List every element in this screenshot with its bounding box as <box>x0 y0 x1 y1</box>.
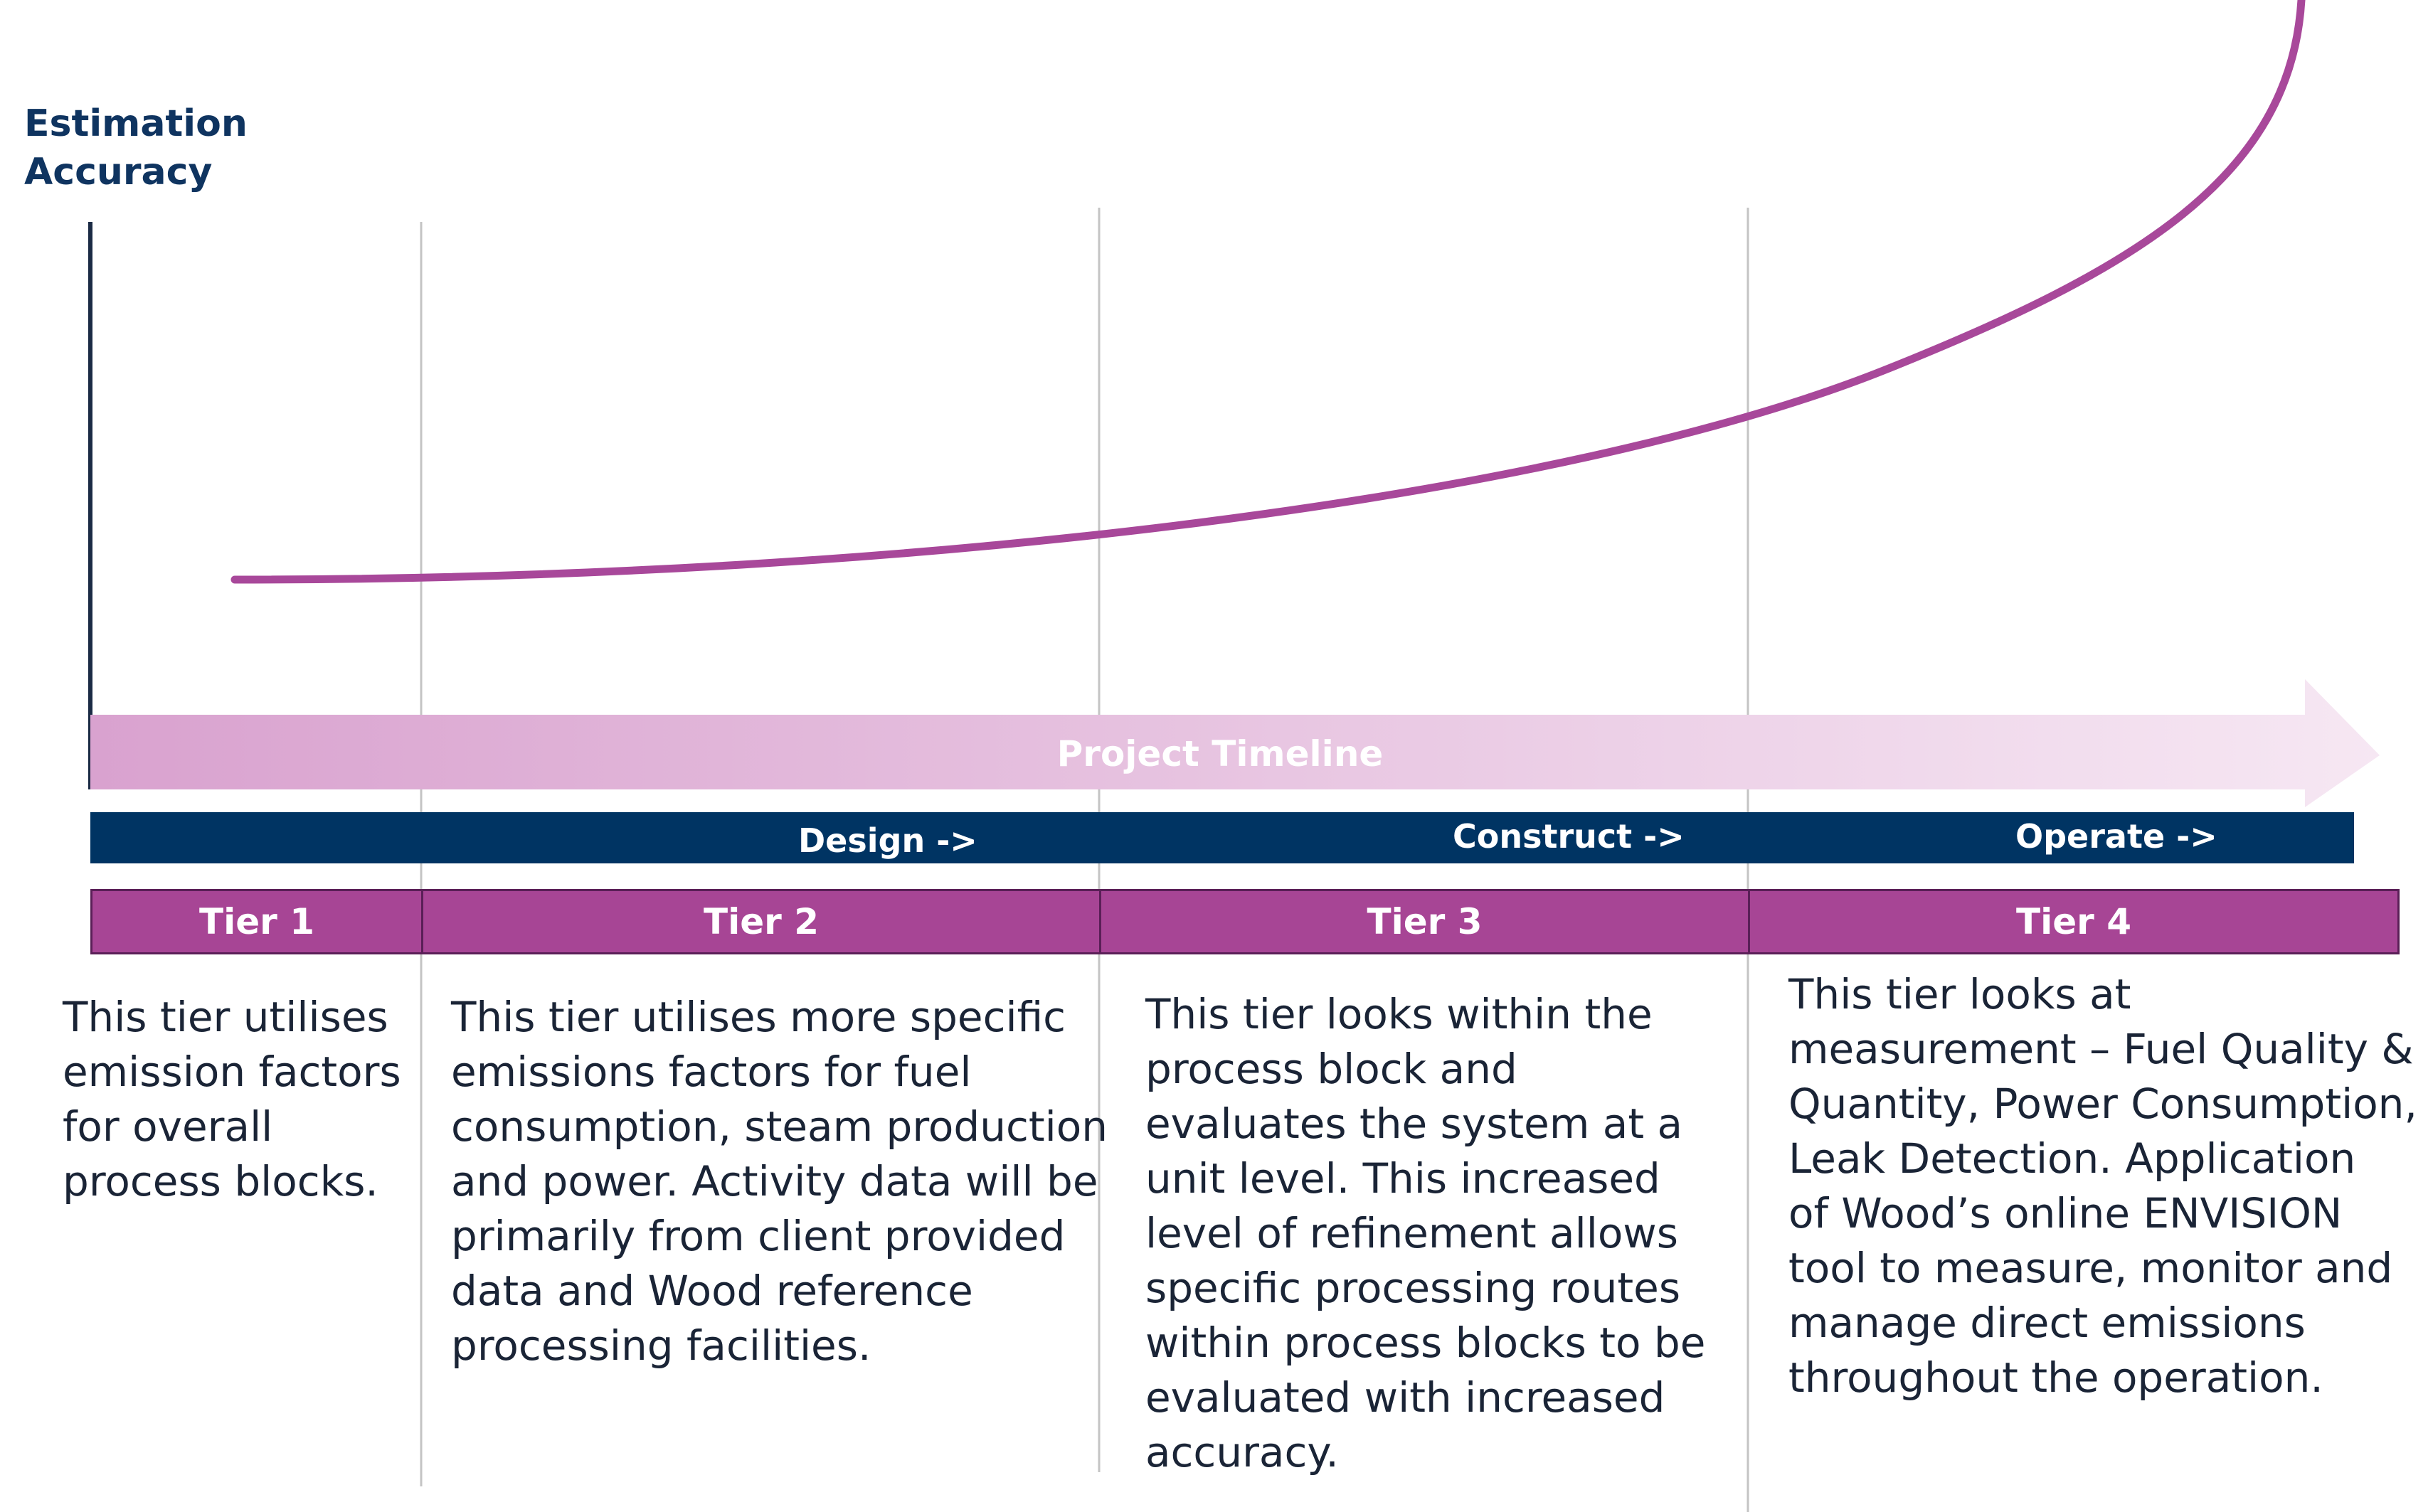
y-axis-title-line: Accuracy <box>24 151 213 193</box>
description-line: of Wood’s online ENVISION <box>1788 1189 2343 1237</box>
description-line: consumption, steam production <box>451 1102 1108 1151</box>
estimation-accuracy-curve <box>230 0 2306 584</box>
description-line: This tier utilises more specific <box>451 993 1066 1041</box>
description-line: This tier looks at <box>1788 970 2131 1018</box>
description-line: manage direct emissions <box>1788 1299 2306 1347</box>
description-line: level of refinement allows <box>1145 1209 1678 1257</box>
project-timeline-label: Project Timeline <box>1056 733 1384 774</box>
description-line: evaluated with increased <box>1145 1373 1665 1422</box>
description-line: accuracy. <box>1145 1428 1339 1476</box>
description-line: emissions factors for fuel <box>451 1048 972 1096</box>
tier-header-bar: Tier 1 Tier 2 Tier 3 Tier 4 <box>90 889 2400 954</box>
description-line: Quantity, Power Consumption, <box>1788 1080 2417 1128</box>
description-line: specific processing routes <box>1145 1264 1681 1312</box>
description-line: unit level. This increased <box>1145 1154 1660 1203</box>
tier-1-header: Tier 1 <box>90 891 421 952</box>
description-line: for overall <box>63 1102 273 1151</box>
description-line: process blocks. <box>63 1157 378 1205</box>
description-line: emission factors <box>63 1048 401 1096</box>
phase-design-label: Design -> <box>798 821 977 860</box>
tier-4-header: Tier 4 <box>1748 891 2400 952</box>
description-line: Leak Detection. Application <box>1788 1134 2356 1183</box>
y-axis-title-line: Estimation <box>24 102 248 145</box>
tier-2-description: This tier utilises more specific emissio… <box>451 990 1108 1373</box>
description-line: data and Wood reference <box>451 1267 973 1315</box>
description-line: This tier utilises <box>63 993 388 1041</box>
phase-construct-label: Construct -> <box>1453 817 1685 856</box>
description-line: evaluates the system at a <box>1145 1100 1683 1148</box>
description-line: measurement – Fuel Quality & <box>1788 1025 2414 1073</box>
project-timeline-arrow <box>90 679 2380 807</box>
tier-3-header: Tier 3 <box>1099 891 1748 952</box>
description-line: within process blocks to be <box>1145 1319 1706 1367</box>
description-line: primarily from client provided <box>451 1212 1066 1260</box>
description-line: This tier looks within the <box>1145 990 1653 1038</box>
description-line: process block and <box>1145 1045 1517 1093</box>
phase-operate-label: Operate -> <box>2015 817 2217 856</box>
tier-4-description: This tier looks at measurement – Fuel Qu… <box>1788 967 2429 1405</box>
tier-2-header: Tier 2 <box>421 891 1099 952</box>
description-line: tool to measure, monitor and <box>1788 1244 2393 1292</box>
tier-3-description: This tier looks within the process block… <box>1145 987 1743 1480</box>
y-axis-title: Estimation Accuracy <box>24 100 323 196</box>
phase-bar: Design -> Construct -> Operate -> <box>90 812 2354 863</box>
description-line: processing facilities. <box>451 1321 871 1370</box>
tier-1-description: This tier utilises emission factors for … <box>63 990 418 1209</box>
description-line: throughout the operation. <box>1788 1353 2323 1402</box>
description-line: and power. Activity data will be <box>451 1157 1098 1205</box>
